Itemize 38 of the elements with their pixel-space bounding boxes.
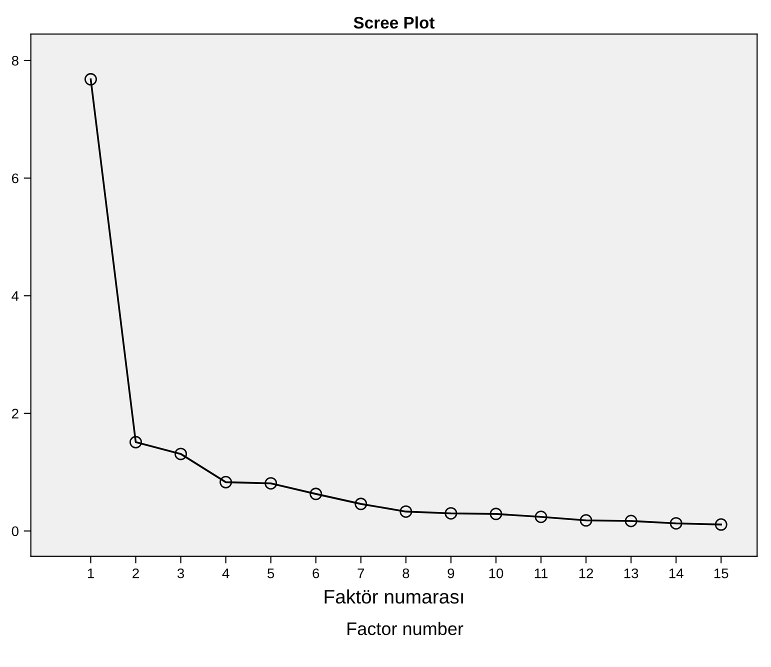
- point: [84, 73, 97, 86]
- point: [400, 505, 412, 518]
- x-tick-label: 4: [222, 568, 230, 578]
- point: [310, 488, 322, 500]
- x-axis-title: Faktör numarası: [324, 589, 463, 604]
- point: [624, 514, 638, 528]
- point: [354, 498, 368, 510]
- x-tick-label: 3: [177, 568, 184, 578]
- y-tick-label: 8: [12, 56, 18, 66]
- y-tick-label: 2: [12, 408, 18, 418]
- point: [714, 518, 728, 531]
- text: Factor number: [348, 622, 464, 636]
- x-tick-label: 7: [358, 568, 364, 578]
- x-tick-label: 6: [312, 568, 320, 578]
- x-tick-label: 10: [489, 568, 504, 578]
- x-tick-label: 5: [268, 568, 274, 578]
- x-tick-label: 11: [534, 568, 548, 578]
- x-tick-label: 15: [714, 568, 728, 578]
- x-tick-label: 12: [579, 568, 594, 578]
- point: [534, 510, 548, 524]
- y-tick-label: 4: [12, 291, 19, 301]
- point: [220, 476, 232, 488]
- x-tick-label: 14: [669, 568, 684, 578]
- y-tick-label: 0: [12, 526, 18, 536]
- point: [130, 436, 142, 448]
- x-tick-label: 9: [448, 568, 454, 578]
- x-tick-label: 8: [402, 568, 410, 578]
- y-tick-label: 6: [12, 173, 18, 184]
- point: [444, 507, 458, 520]
- point: [670, 517, 682, 530]
- point: [174, 448, 188, 460]
- point: [490, 508, 502, 520]
- chart-title: Scree Plot: [354, 16, 435, 29]
- point: [580, 514, 592, 527]
- x-tick-label: 13: [624, 568, 638, 578]
- x-tick-label: 2: [132, 568, 139, 578]
- x-tick-label: 1: [88, 568, 94, 578]
- point: [264, 477, 278, 490]
